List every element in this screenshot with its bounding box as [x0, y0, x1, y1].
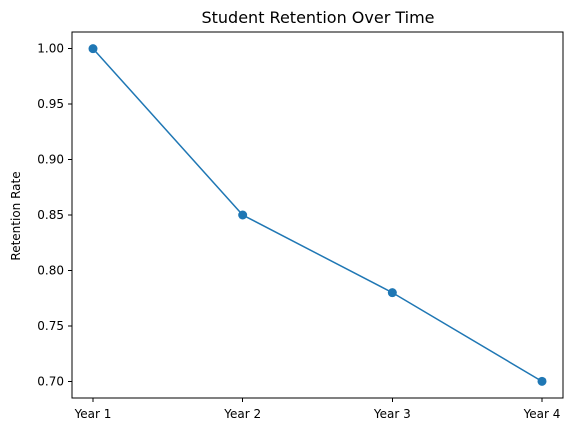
y-tick-label: 0.70: [37, 374, 64, 388]
y-tick-label: 0.90: [37, 153, 64, 167]
y-tick-label: 0.85: [37, 208, 64, 222]
x-axis: Year 1 Year 2 Year 3 Year 4: [74, 398, 561, 421]
x-tick-label: Year 2: [223, 407, 261, 421]
plot-frame: [71, 31, 564, 399]
y-axis: 0.70 0.75 0.80 0.85 0.90 0.95 1.00: [37, 42, 72, 388]
data-point: [238, 210, 248, 220]
x-tick-label: Year 4: [523, 407, 561, 421]
y-axis-label: Retention Rate: [9, 171, 23, 260]
chart-title: Student Retention Over Time: [201, 8, 434, 27]
x-tick-label: Year 3: [373, 407, 411, 421]
series-line: [92, 48, 543, 383]
data-point: [537, 376, 547, 386]
data-point: [88, 44, 98, 54]
y-tick-label: 0.80: [37, 263, 64, 277]
plot-area: [71, 31, 564, 399]
y-tick-label: 0.75: [37, 319, 64, 333]
series-layer: [88, 44, 547, 386]
y-tick-label: 1.00: [37, 42, 64, 56]
y-tick-label: 0.95: [37, 97, 64, 111]
data-point: [387, 288, 397, 298]
x-tick-label: Year 1: [74, 407, 112, 421]
